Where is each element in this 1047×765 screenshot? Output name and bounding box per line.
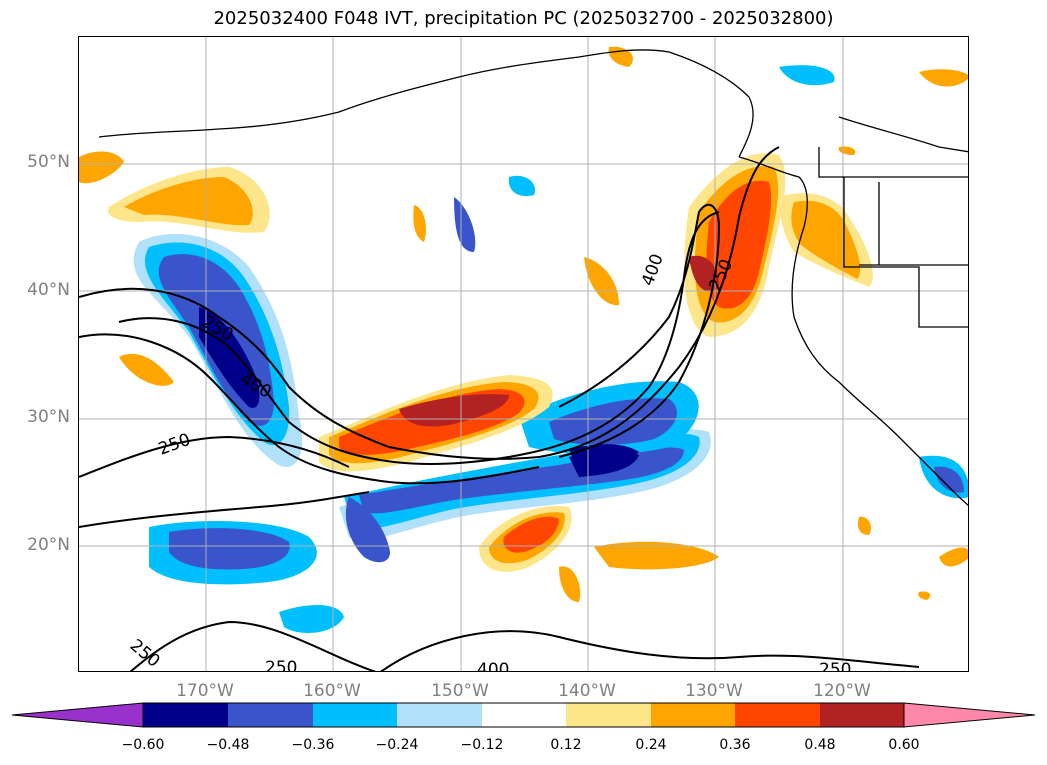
contour-label: 250 — [819, 660, 851, 672]
colorbar-outline — [142, 702, 905, 728]
colorbar-tick: −0.48 — [206, 737, 250, 753]
map-panel[interactable]: 250 400 250 250 400 250 250 250 400 — [78, 36, 969, 672]
lon-label-130w: 130°W — [685, 681, 743, 701]
colorbar-segment — [228, 703, 313, 727]
lon-label-120w: 120°W — [813, 681, 871, 701]
colorbar-segment — [397, 703, 482, 727]
lat-label-30n: 30°N — [27, 407, 70, 427]
contour-label: 400 — [638, 251, 668, 288]
colorbar-tick: 0.12 — [550, 737, 582, 753]
colorbar-tick: 0.60 — [888, 737, 920, 753]
colorbar-tick: −0.36 — [291, 737, 335, 753]
lon-label-150w: 150°W — [431, 681, 489, 701]
colorbar-segment — [482, 703, 566, 727]
gridlines — [79, 37, 968, 671]
lat-label-50n: 50°N — [27, 152, 70, 172]
colorbar-tick: −0.60 — [121, 737, 165, 753]
lat-label-40n: 40°N — [27, 280, 70, 300]
colorbar-segment — [651, 703, 735, 727]
ivt-contours — [79, 146, 920, 671]
contour-label: 250 — [265, 658, 297, 672]
colorbar — [11, 702, 1036, 728]
colorbar-segment — [313, 703, 397, 727]
colorbar-segment — [735, 703, 820, 727]
contour-label: 400 — [477, 660, 509, 672]
contour-label: 250 — [126, 636, 164, 672]
colorbar-tick: 0.24 — [635, 737, 667, 753]
coastline — [98, 49, 968, 507]
colorbar-tick: −0.24 — [375, 737, 419, 753]
lon-label-160w: 160°W — [303, 681, 361, 701]
colorbar-extend-high — [903, 702, 1036, 728]
contour-label: 250 — [156, 430, 193, 460]
map-title: 2025032400 F048 IVT, precipitation PC (2… — [213, 8, 834, 29]
colorbar-segment — [820, 703, 904, 727]
colorbar-segment — [143, 703, 228, 727]
shading-layer — [79, 46, 968, 633]
map-canvas: 250 400 250 250 400 250 250 250 400 — [79, 37, 968, 672]
colorbar-segment — [566, 703, 651, 727]
lon-label-170w: 170°W — [176, 681, 234, 701]
colorbar-tick: 0.48 — [804, 737, 836, 753]
lon-label-140w: 140°W — [558, 681, 616, 701]
colorbar-tick: 0.36 — [719, 737, 751, 753]
lat-label-20n: 20°N — [27, 535, 70, 555]
colorbar-tick: −0.12 — [460, 737, 504, 753]
colorbar-extend-low — [11, 702, 144, 728]
